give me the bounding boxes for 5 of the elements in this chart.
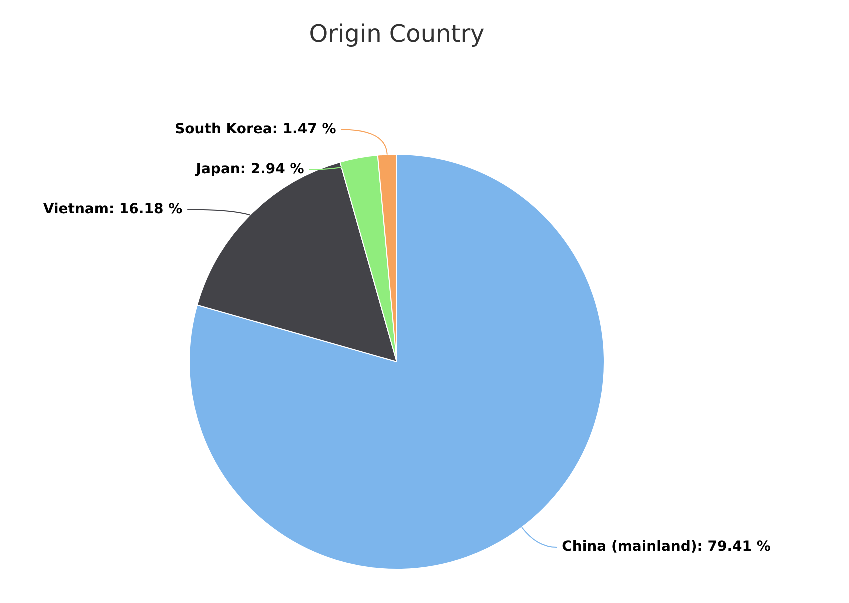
chart-title: Origin Country bbox=[309, 20, 485, 48]
slice-label: China (mainland): 79.41 % bbox=[562, 539, 771, 556]
slice-label: Japan: 2.94 % bbox=[195, 161, 304, 178]
slice-label: Vietnam: 16.18 % bbox=[43, 201, 183, 218]
slice-label: South Korea: 1.47 % bbox=[175, 121, 336, 138]
